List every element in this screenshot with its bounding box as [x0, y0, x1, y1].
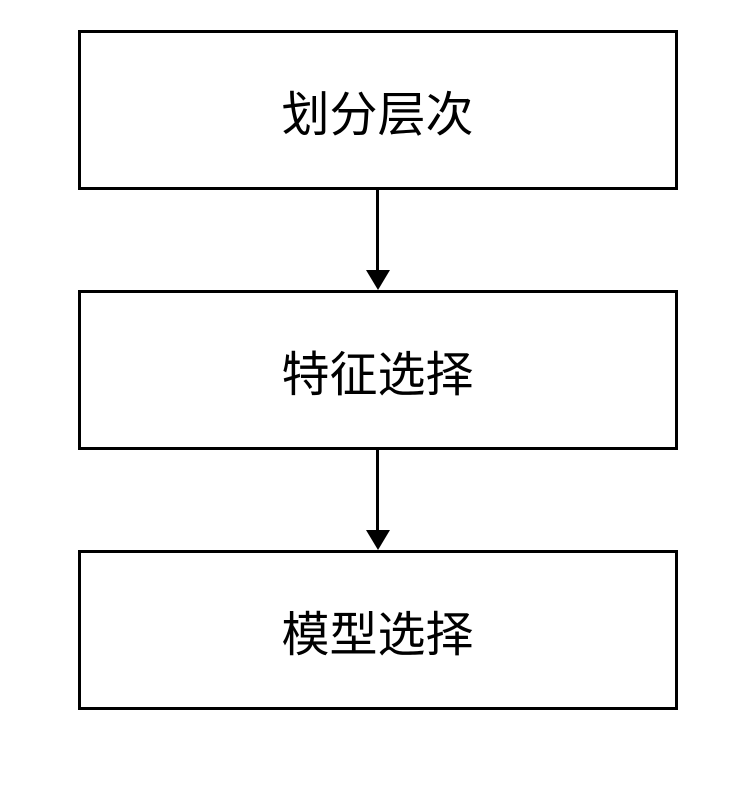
flow-node-3-label: 模型选择	[281, 595, 473, 665]
flow-edge-2	[366, 450, 390, 550]
flow-node-2: 特征选择	[78, 290, 678, 450]
arrow-line	[376, 190, 379, 270]
arrow-head-icon	[366, 270, 390, 290]
flow-edge-1	[366, 190, 390, 290]
flow-node-1: 划分层次	[78, 30, 678, 190]
arrow-head-icon	[366, 530, 390, 550]
arrow-line	[376, 450, 379, 530]
flow-node-2-label: 特征选择	[281, 335, 473, 405]
flowchart-container: 划分层次 特征选择 模型选择	[78, 30, 678, 710]
flow-node-1-label: 划分层次	[281, 75, 473, 145]
flow-node-3: 模型选择	[78, 550, 678, 710]
